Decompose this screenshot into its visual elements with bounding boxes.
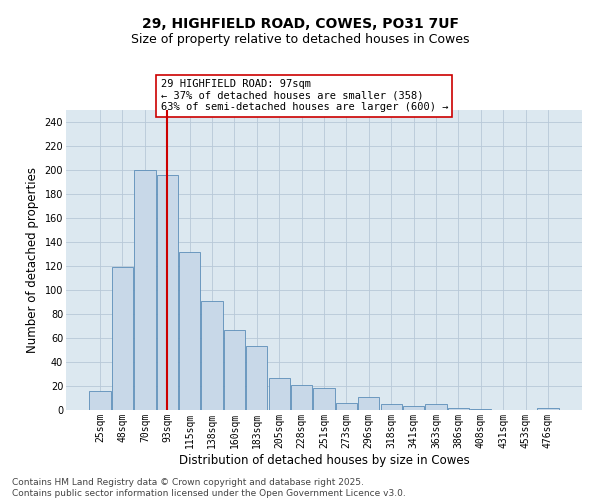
Bar [269, 378, 290, 410]
Bar [179, 252, 200, 410]
Y-axis label: Number of detached properties: Number of detached properties [26, 167, 39, 353]
Bar [291, 385, 312, 410]
Bar [403, 406, 424, 410]
Bar [537, 408, 559, 410]
Text: Size of property relative to detached houses in Cowes: Size of property relative to detached ho… [131, 32, 469, 46]
Bar [380, 404, 402, 410]
Bar [224, 330, 245, 410]
Bar [202, 301, 223, 410]
Bar [112, 267, 133, 410]
Bar [134, 170, 155, 410]
Text: Contains HM Land Registry data © Crown copyright and database right 2025.
Contai: Contains HM Land Registry data © Crown c… [12, 478, 406, 498]
Bar [89, 391, 111, 410]
Bar [448, 408, 469, 410]
Bar [313, 388, 335, 410]
Bar [358, 397, 379, 410]
Text: 29, HIGHFIELD ROAD, COWES, PO31 7UF: 29, HIGHFIELD ROAD, COWES, PO31 7UF [142, 18, 458, 32]
X-axis label: Distribution of detached houses by size in Cowes: Distribution of detached houses by size … [179, 454, 469, 466]
Bar [425, 404, 446, 410]
Bar [470, 409, 491, 410]
Bar [246, 346, 268, 410]
Bar [157, 175, 178, 410]
Text: 29 HIGHFIELD ROAD: 97sqm
← 37% of detached houses are smaller (358)
63% of semi-: 29 HIGHFIELD ROAD: 97sqm ← 37% of detach… [161, 79, 448, 112]
Bar [336, 403, 357, 410]
